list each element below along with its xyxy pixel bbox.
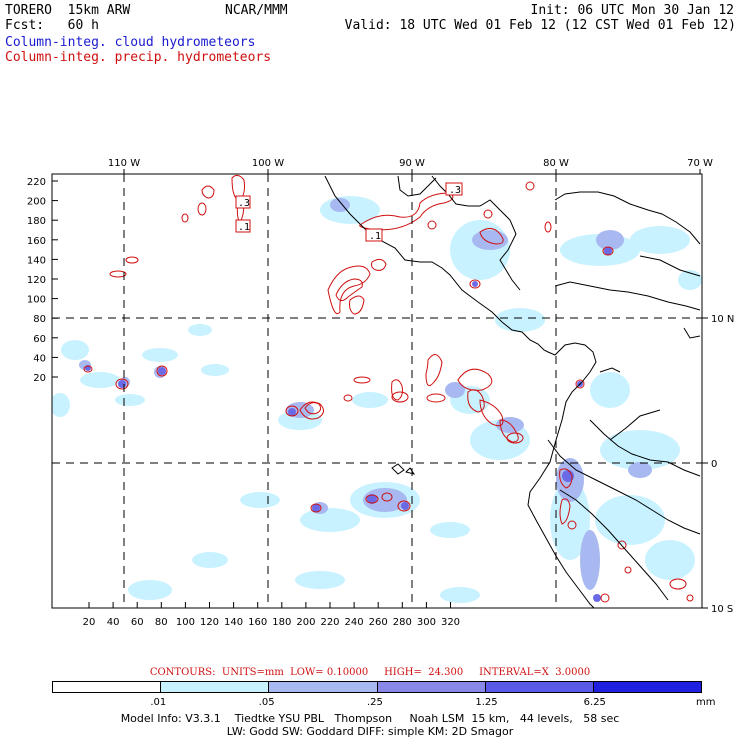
x-tick-label: 200 <box>296 617 315 628</box>
latitude-label: 0 <box>711 459 717 470</box>
y-tick-label: 80 <box>33 314 46 325</box>
field-precip-label: Column-integ. precip. hydrometeors <box>5 50 272 65</box>
color-scale-tick: 1.25 <box>475 697 498 708</box>
x-tick-label: 80 <box>155 617 168 628</box>
y-tick-label: 160 <box>27 236 46 247</box>
color-scale-tick: .25 <box>367 697 383 708</box>
contour-label: .3 <box>449 185 461 196</box>
x-tick-label: 40 <box>107 617 120 628</box>
x-tick-label: 60 <box>131 617 144 628</box>
x-tick-label: 140 <box>224 617 243 628</box>
color-swatch <box>593 682 702 692</box>
coastlines <box>324 175 701 608</box>
precip-contours <box>83 174 694 603</box>
longitude-label: 110 W <box>108 158 140 169</box>
longitude-label: 80 W <box>543 158 569 169</box>
model-info-line1: Model Info: V3.3.1 Tiedtke YSU PBL Thomp… <box>120 712 620 725</box>
color-swatch <box>161 682 270 692</box>
x-tick-label: 120 <box>200 617 219 628</box>
y-tick-label: 40 <box>33 353 46 364</box>
model-info-line2: LW: Godd SW: Goddard DIFF: simple KM: 2D… <box>226 725 514 738</box>
model-title: TORERO 15km ARW <box>5 3 131 18</box>
contour-label: .1 <box>369 231 381 242</box>
y-tick-label: 100 <box>27 295 46 306</box>
latitude-label: 10 N <box>711 314 734 325</box>
color-swatch <box>377 682 486 692</box>
y-tick-label: 140 <box>27 255 46 266</box>
unit-label: mm <box>696 697 716 708</box>
init-time: Init: 06 UTC Mon 30 Jan 12 <box>530 3 735 18</box>
longitude-label: 90 W <box>399 158 425 169</box>
x-tick-label: 160 <box>248 617 267 628</box>
color-scale-tick: .01 <box>150 697 167 708</box>
y-tick-label: 120 <box>27 275 46 286</box>
organization: NCAR/MMM <box>225 3 288 18</box>
x-tick-label: 260 <box>369 617 388 628</box>
tick-labels: 220 200 180 160 140 120 100 80 60 40 20 20 40 60 80 100… <box>27 158 734 628</box>
shading-layer <box>52 196 702 603</box>
y-tick-label: 200 <box>27 197 46 208</box>
contour-label: .3 <box>238 198 250 209</box>
field-cloud-label: Column-integ. cloud hydrometeors <box>5 35 256 50</box>
x-tick-label: 300 <box>417 617 436 628</box>
longitude-label: 70 W <box>687 158 713 169</box>
contour-info: CONTOURS: UNITS=mm LOW= 0.10000 HIGH= 24… <box>149 667 591 678</box>
x-tick-label: 100 <box>176 617 195 628</box>
x-tick-label: 240 <box>345 617 364 628</box>
contour-label: .1 <box>238 222 250 233</box>
latitude-label: 10 S <box>711 604 733 615</box>
color-scale-tick: 6.25 <box>583 697 606 708</box>
x-tick-label: 280 <box>393 617 412 628</box>
y-tick-label: 220 <box>27 177 46 188</box>
color-scale <box>52 681 702 693</box>
valid-time: Valid: 18 UTC Wed 01 Feb 12 (12 CST Wed … <box>344 18 736 33</box>
color-scale-tick: .05 <box>258 697 275 708</box>
longitude-label: 100 W <box>252 158 284 169</box>
forecast-hour: Fcst: 60 h <box>5 18 99 33</box>
x-tick-label: 320 <box>441 617 460 628</box>
lat-lon-grid <box>52 174 702 608</box>
x-tick-label: 180 <box>272 617 291 628</box>
contour-label-group: .3 .1 .1 .3 <box>235 182 463 242</box>
color-swatch <box>53 682 162 692</box>
x-tick-label: 220 <box>320 617 339 628</box>
tick-marks <box>52 169 708 609</box>
color-swatch <box>485 682 594 692</box>
y-tick-label: 20 <box>33 373 46 384</box>
y-tick-label: 60 <box>33 334 46 345</box>
map-frame <box>51 173 703 609</box>
x-tick-label: 20 <box>83 617 96 628</box>
color-swatch <box>269 682 378 692</box>
y-tick-label: 180 <box>27 216 46 227</box>
